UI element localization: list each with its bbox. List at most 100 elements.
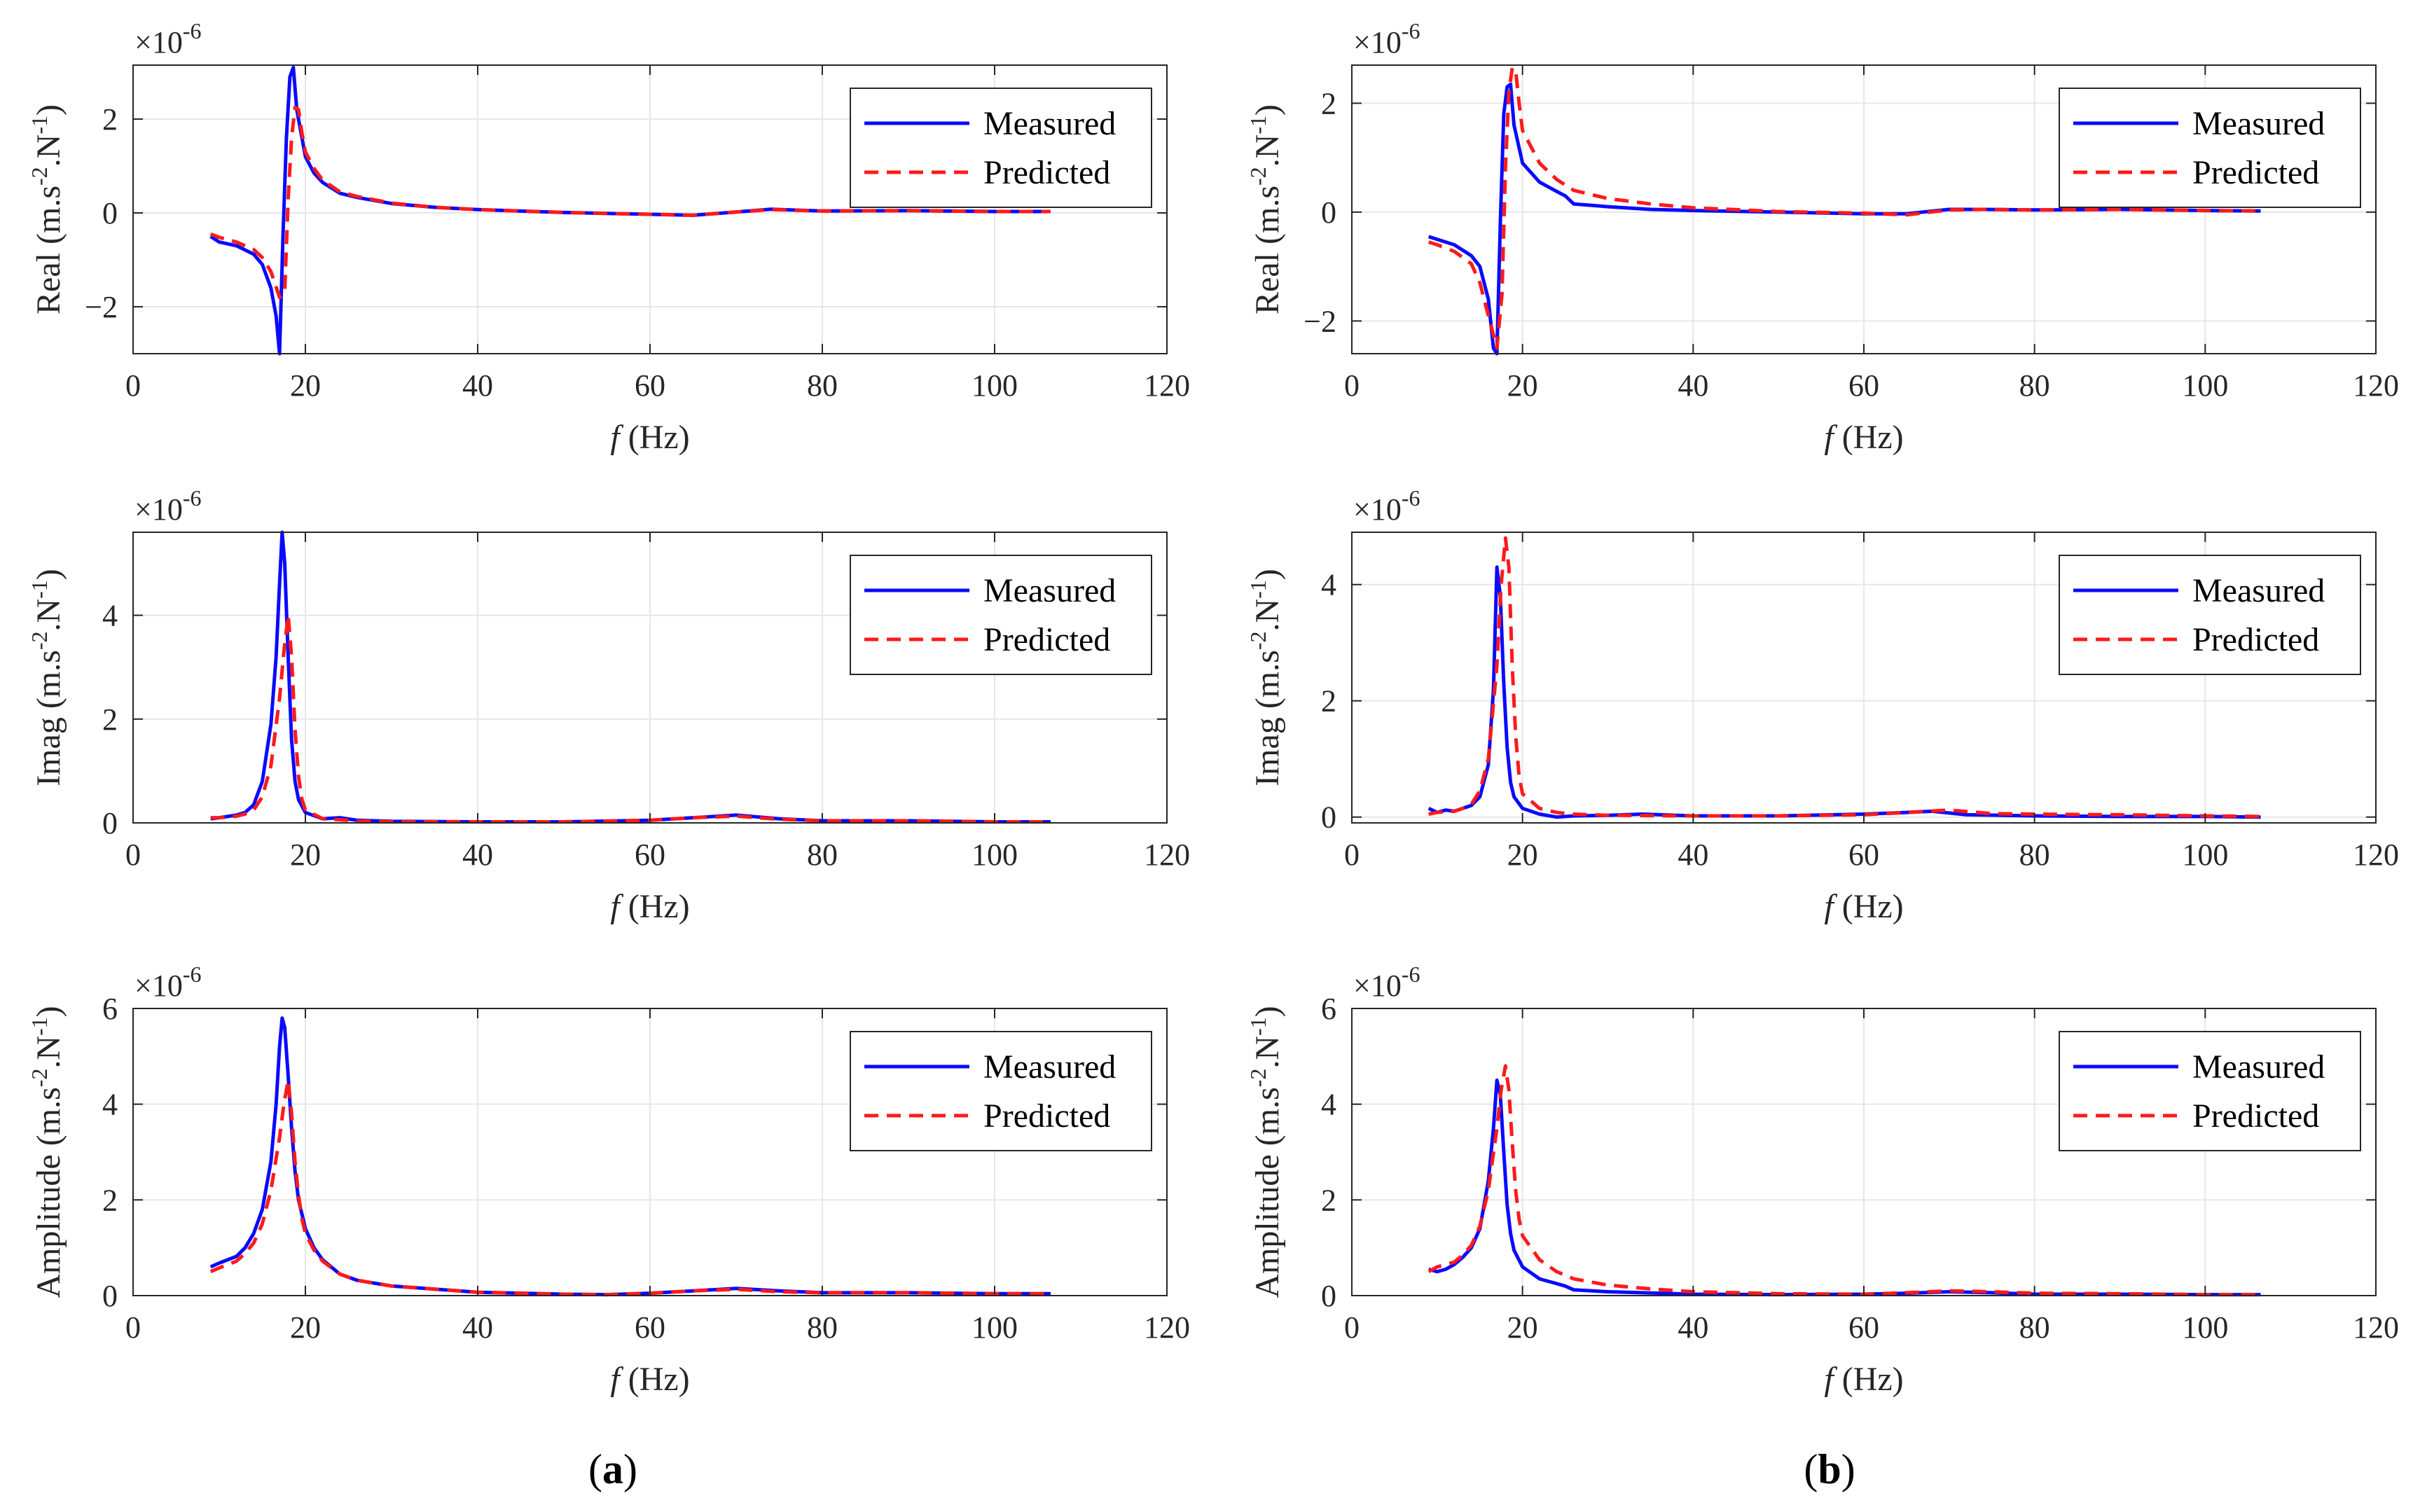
x-axis-label: f (Hz) xyxy=(610,1361,689,1398)
y-axis-superscript: -1 xyxy=(27,580,52,599)
y-axis-unit-part: (m.s xyxy=(30,186,67,244)
caption-a: (a) xyxy=(588,1446,637,1492)
x-axis-label: f (Hz) xyxy=(1824,1361,1903,1398)
y-tick-label: 4 xyxy=(102,1088,118,1122)
exponent-base: ×10 xyxy=(134,25,183,60)
x-axis-unit: (Hz) xyxy=(620,1361,690,1398)
y-tick-label: 2 xyxy=(1321,86,1336,120)
x-tick-label: 0 xyxy=(1344,1310,1360,1345)
x-axis-label: f (Hz) xyxy=(610,419,689,456)
y-axis-unit-part: ) xyxy=(1249,1006,1286,1017)
legend-box xyxy=(2059,88,2361,208)
y-axis-unit-part: (m.s xyxy=(1249,1087,1286,1146)
y-tick-label: 2 xyxy=(102,1183,118,1217)
x-tick-label: 60 xyxy=(635,368,665,403)
y-axis-unit-part: ) xyxy=(1249,104,1286,116)
y-axis-unit-part: (m.s xyxy=(30,650,67,709)
x-tick-label: 100 xyxy=(2182,838,2228,872)
x-tick-label: 20 xyxy=(1507,368,1538,403)
y-axis-unit-part: .N xyxy=(1249,599,1286,632)
legend: Measured Predicted xyxy=(850,555,1152,675)
x-tick-label: 0 xyxy=(125,1310,141,1345)
y-axis-superscript: -1 xyxy=(27,1017,52,1036)
y-axis-unit-part: ) xyxy=(30,1006,67,1017)
y-tick-label: 4 xyxy=(102,599,118,633)
y-tick-label: 0 xyxy=(1321,1279,1336,1313)
x-axis-unit: (Hz) xyxy=(620,888,690,925)
exponent-label: ×10-6 xyxy=(1353,485,1420,527)
series-predicted-line xyxy=(209,1078,1051,1297)
legend-label-measured: Measured xyxy=(2192,1048,2325,1086)
y-axis-unit-part: .N xyxy=(1249,1036,1286,1069)
legend-label-predicted: Predicted xyxy=(983,621,1110,658)
y-tick-label: 0 xyxy=(1321,195,1336,230)
x-tick-label: 20 xyxy=(1507,1310,1538,1345)
y-tick-label: 2 xyxy=(1321,1183,1336,1217)
exponent-label: ×10-6 xyxy=(134,962,201,1003)
x-axis-unit: (Hz) xyxy=(1834,888,1904,925)
y-axis-name: Imag xyxy=(1249,709,1286,786)
x-tick-label: 80 xyxy=(807,838,838,872)
x-tick-label: 40 xyxy=(462,368,493,403)
y-axis-name: Real xyxy=(30,244,67,314)
x-tick-label: 80 xyxy=(2019,1310,2050,1345)
legend-box xyxy=(2059,1031,2361,1151)
x-axis-label: f (Hz) xyxy=(1824,419,1903,456)
x-tick-label: 60 xyxy=(1848,1310,1879,1345)
y-tick-label: 2 xyxy=(1321,684,1336,719)
x-tick-label: 100 xyxy=(972,838,1018,872)
x-tick-label: 80 xyxy=(807,1310,838,1345)
exponent-power: -6 xyxy=(1402,962,1420,987)
x-tick-label: 80 xyxy=(2019,368,2050,403)
y-axis-superscript: -2 xyxy=(1245,167,1271,186)
x-tick-label: 0 xyxy=(125,368,141,403)
legend-label-measured: Measured xyxy=(983,572,1116,609)
x-tick-label: 0 xyxy=(1344,838,1360,872)
subplot-b-3: 0 20 40 60 80 100 120 0 2 4 6 ×10-6 f (Hz) Amplitude … xyxy=(1245,962,2399,1398)
y-axis-superscript: -1 xyxy=(1245,1017,1271,1036)
y-axis-label: Real (m.s-2.N-1) xyxy=(1245,104,1286,314)
y-tick-label: 6 xyxy=(102,992,118,1026)
exponent-power: -6 xyxy=(1402,485,1420,511)
y-axis-unit-part: (m.s xyxy=(30,1087,67,1146)
x-tick-label: 120 xyxy=(1144,368,1190,403)
legend-label-predicted: Predicted xyxy=(2192,621,2319,658)
legend-label-measured: Measured xyxy=(2192,572,2325,609)
legend-box xyxy=(850,88,1152,208)
x-tick-label: 40 xyxy=(1678,838,1708,872)
x-tick-label: 120 xyxy=(1144,1310,1190,1345)
y-tick-label: 0 xyxy=(102,1279,118,1313)
subplot-a-3: 0 20 40 60 80 100 120 0 2 4 6 ×10-6 f (Hz) Amplitude … xyxy=(27,962,1190,1398)
x-tick-label: 20 xyxy=(290,368,321,403)
y-tick-label: 2 xyxy=(102,102,118,137)
y-axis-label: Imag (m.s-2.N-1) xyxy=(27,569,67,786)
x-tick-label: 120 xyxy=(2353,368,2399,403)
y-tick-label: 2 xyxy=(102,702,118,737)
legend: Measured Predicted xyxy=(850,1031,1152,1151)
y-axis-label: Imag (m.s-2.N-1) xyxy=(1245,569,1286,786)
x-axis-unit: (Hz) xyxy=(1834,1361,1904,1398)
y-axis-label: Amplitude (m.s-2.N-1) xyxy=(1245,1006,1286,1298)
legend-box xyxy=(2059,555,2361,675)
y-axis-name: Real xyxy=(1249,244,1286,314)
legend: Measured Predicted xyxy=(2059,88,2361,208)
x-tick-label: 40 xyxy=(462,838,493,872)
y-axis-label: Amplitude (m.s-2.N-1) xyxy=(27,1006,67,1298)
exponent-power: -6 xyxy=(1402,18,1420,43)
exponent-base: ×10 xyxy=(1353,492,1402,527)
subplot-a-1: 0 20 40 60 80 100 120−202×10-6f (Hz)Real (m.s-… xyxy=(27,18,1190,456)
exponent-base: ×10 xyxy=(1353,25,1402,60)
y-tick-label: −2 xyxy=(1304,304,1336,338)
series-predicted-line xyxy=(1428,536,2261,819)
x-tick-label: 20 xyxy=(1507,838,1538,872)
x-tick-label: 80 xyxy=(2019,838,2050,872)
x-axis-unit: (Hz) xyxy=(620,419,690,456)
subplot-layer: 0 20 40 60 80 100 120−202×10-6f (Hz)Real (m.s-… xyxy=(27,18,2399,1398)
y-axis-unit-part: .N xyxy=(30,134,67,167)
y-axis-unit-part: ) xyxy=(30,104,67,116)
y-axis-superscript: -1 xyxy=(1245,580,1271,599)
series-predicted-line xyxy=(1427,1064,2261,1297)
series-predicted-line xyxy=(1427,66,2261,350)
exponent-label: ×10-6 xyxy=(1353,18,1420,60)
